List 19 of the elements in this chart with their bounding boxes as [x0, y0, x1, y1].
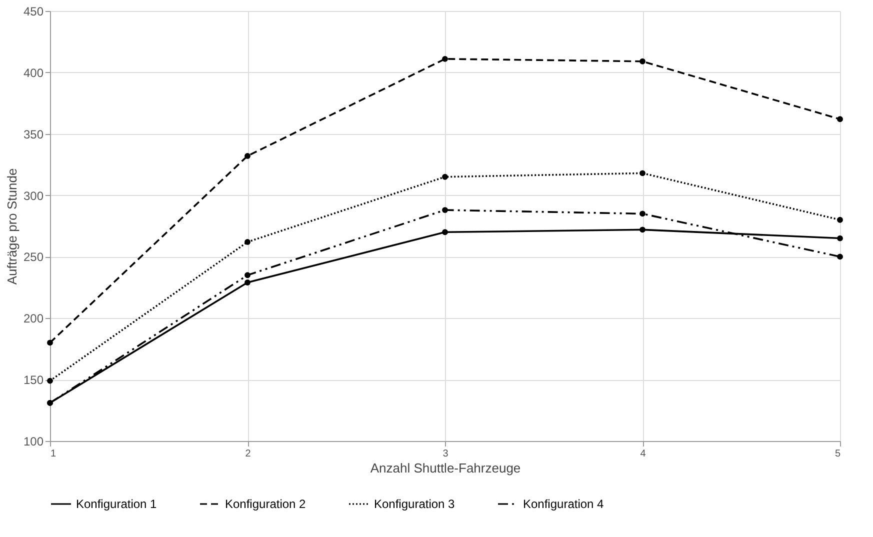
x-axis-title: Anzahl Shuttle-Fahrzeuge: [370, 460, 521, 476]
y-tick-label: 350: [23, 127, 44, 142]
y-tick-label: 100: [23, 434, 44, 448]
x-tick-label: 5: [834, 448, 841, 460]
y-tick-label: 450: [23, 4, 44, 18]
legend-label: Konfiguration 4: [523, 497, 604, 511]
y-tick-label: 200: [23, 312, 44, 326]
legend-label: Konfiguration 1: [76, 497, 158, 511]
y-tick-label: 400: [23, 66, 44, 80]
x-tick-label: 2: [245, 448, 252, 460]
legend-label: Konfiguration 3: [374, 497, 456, 511]
y-tick-label: 150: [23, 373, 44, 388]
x-tick-label: 1: [50, 448, 56, 460]
legend-label: Konfiguration 2: [225, 497, 306, 511]
y-tick-label: 250: [23, 250, 44, 264]
y-tick-label: 300: [23, 188, 44, 203]
x-tick-label: 4: [640, 448, 646, 460]
y-axis-title: Aufträge pro Stunde: [4, 168, 20, 285]
x-tick-label: 3: [442, 448, 449, 460]
